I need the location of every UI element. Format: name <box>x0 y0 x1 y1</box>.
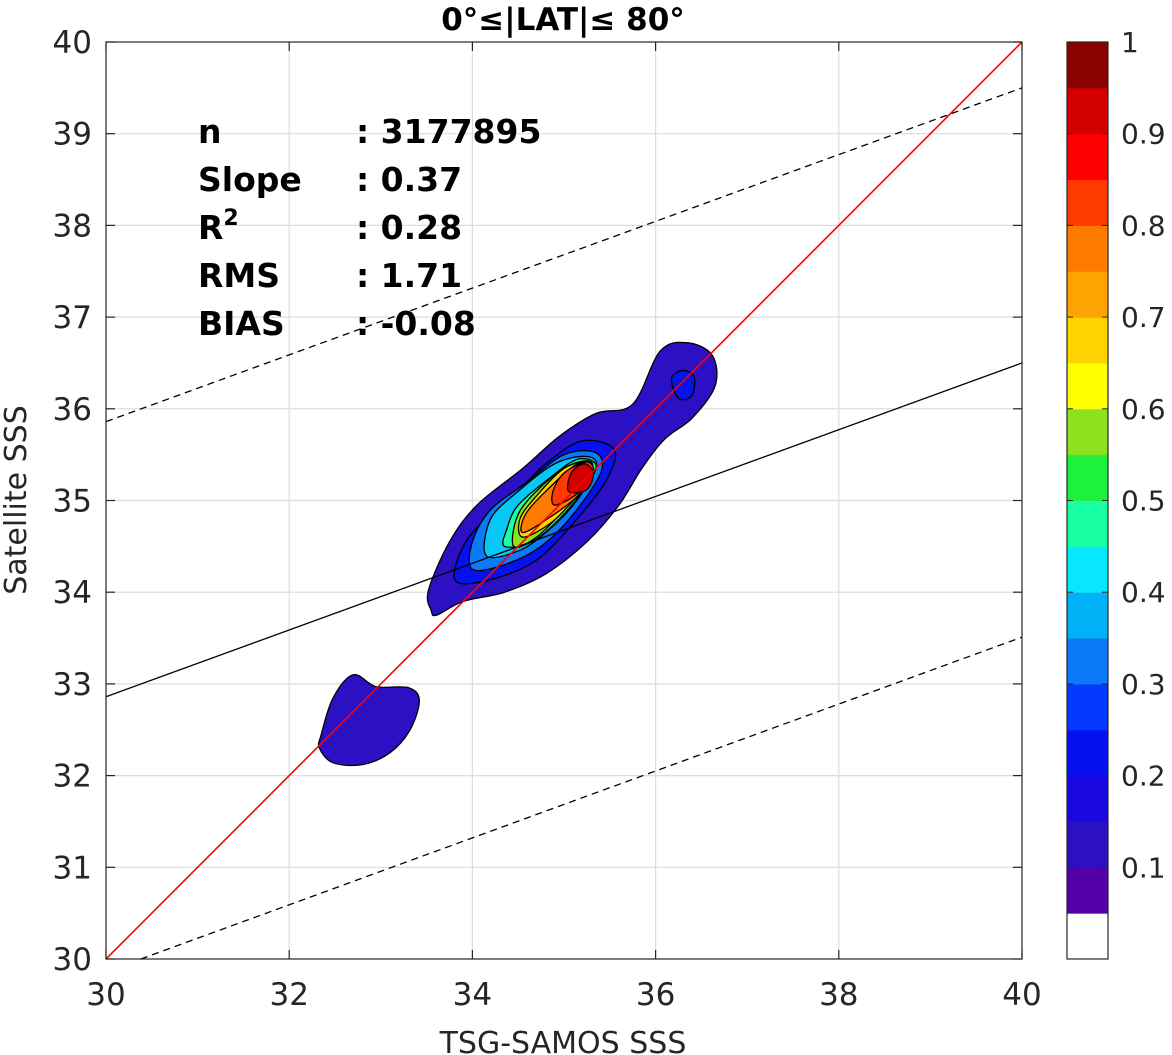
y-tick-label: 39 <box>53 117 92 153</box>
stat-label: R2 <box>198 206 239 247</box>
colorbar-segment <box>1067 271 1108 318</box>
y-tick-label: 33 <box>53 667 92 703</box>
contour-region <box>317 673 420 767</box>
colorbar-tick-label: 0.5 <box>1121 485 1166 518</box>
colorbar-segment <box>1067 42 1108 89</box>
colorbar-segment <box>1067 913 1108 960</box>
y-tick-label: 31 <box>53 850 92 886</box>
y-tick-label: 35 <box>53 484 92 520</box>
colorbar-tick-label: 0.4 <box>1121 576 1166 609</box>
stat-value: : 0.28 <box>356 208 462 247</box>
stat-value: : 3177895 <box>356 112 541 151</box>
regression-line <box>105 362 1023 698</box>
stat-label: n <box>198 112 222 151</box>
x-tick-label: 34 <box>453 977 492 1013</box>
x-tick-labels: 30 32 34 36 38 40 <box>86 977 1041 1013</box>
x-tick-label: 32 <box>269 977 308 1013</box>
colorbar <box>1066 41 1109 960</box>
y-tick-label: 30 <box>53 942 92 978</box>
y-tick-label: 37 <box>53 300 92 336</box>
colorbar-segment <box>1067 729 1108 777</box>
colorbar-segment <box>1067 133 1108 181</box>
colorbar-segment <box>1067 867 1108 914</box>
colorbar-segment <box>1067 225 1108 272</box>
plot-area <box>105 41 1023 960</box>
colorbar-segment <box>1067 362 1108 410</box>
colorbar-segment <box>1067 454 1108 501</box>
colorbar-tick-label: 0.9 <box>1121 118 1166 151</box>
colorbar-segment <box>1067 775 1108 822</box>
colorbar-tick-label: 0.2 <box>1121 760 1166 793</box>
stat-label: BIAS <box>198 304 285 343</box>
colorbar-segment <box>1067 408 1108 456</box>
colorbar-tick-label: 0.7 <box>1121 301 1166 334</box>
y-tick-label: 34 <box>53 575 92 611</box>
colorbar-tick-label: 0.8 <box>1121 209 1166 242</box>
colorbar-tick-labels: 0.1 0.2 0.3 0.4 0.5 0.6 0.7 0.8 0.9 1 <box>1121 26 1166 884</box>
grid-lines <box>106 42 1022 959</box>
x-tick-label: 40 <box>1002 977 1041 1013</box>
colorbar-segment <box>1067 87 1108 135</box>
reference-lines <box>105 41 1023 960</box>
stat-value: : -0.08 <box>356 304 476 343</box>
y-axis-label: Satellite SSS <box>0 405 34 595</box>
stat-label: Slope <box>198 160 302 199</box>
y-tick-label: 36 <box>53 392 92 428</box>
contour-region <box>670 369 696 401</box>
colorbar-segment <box>1067 821 1108 868</box>
colorbar-segment <box>1067 317 1108 364</box>
colorbar-segment <box>1067 683 1108 731</box>
x-tick-label: 30 <box>86 977 125 1013</box>
x-tick-label: 38 <box>819 977 858 1013</box>
colorbar-segment <box>1067 500 1108 547</box>
colorbar-segment <box>1067 592 1108 639</box>
one-to-one-line <box>105 41 1023 960</box>
upper-bound-line <box>105 87 1023 423</box>
y-tick-label: 40 <box>53 25 92 61</box>
colorbar-tick-label: 0.3 <box>1121 668 1166 701</box>
y-tick-label: 38 <box>53 208 92 244</box>
x-axis-label: TSG-SAMOS SSS <box>439 1026 687 1055</box>
stat-label: RMS <box>198 256 280 295</box>
axis-tick-marks <box>105 41 1023 960</box>
lower-bound-line <box>140 636 1023 960</box>
chart-title: 0°≤|LAT|≤ 80° <box>441 2 685 38</box>
stat-value: : 0.37 <box>356 160 462 199</box>
colorbar-tick-label: 0.1 <box>1121 851 1166 884</box>
contour-fills <box>317 341 718 767</box>
stat-superscript: 2 <box>223 206 238 231</box>
colorbar-segment <box>1067 546 1108 593</box>
colorbar-tick-label: 0.6 <box>1121 393 1166 426</box>
colorbar-segment <box>1067 179 1108 226</box>
colorbar-segment <box>1067 638 1108 685</box>
contour-region <box>566 463 594 494</box>
y-tick-label: 32 <box>53 759 92 795</box>
colorbar-tick-label: 1 <box>1121 26 1139 59</box>
stat-value: : 1.71 <box>356 256 462 295</box>
statistics-annotation: n : 3177895 Slope : 0.37 R2 : 0.28 RMS : 1.71 BI… <box>198 112 541 343</box>
x-tick-label: 36 <box>636 977 675 1013</box>
y-tick-labels: 30 31 32 33 34 35 36 37 38 39 40 <box>53 25 92 978</box>
